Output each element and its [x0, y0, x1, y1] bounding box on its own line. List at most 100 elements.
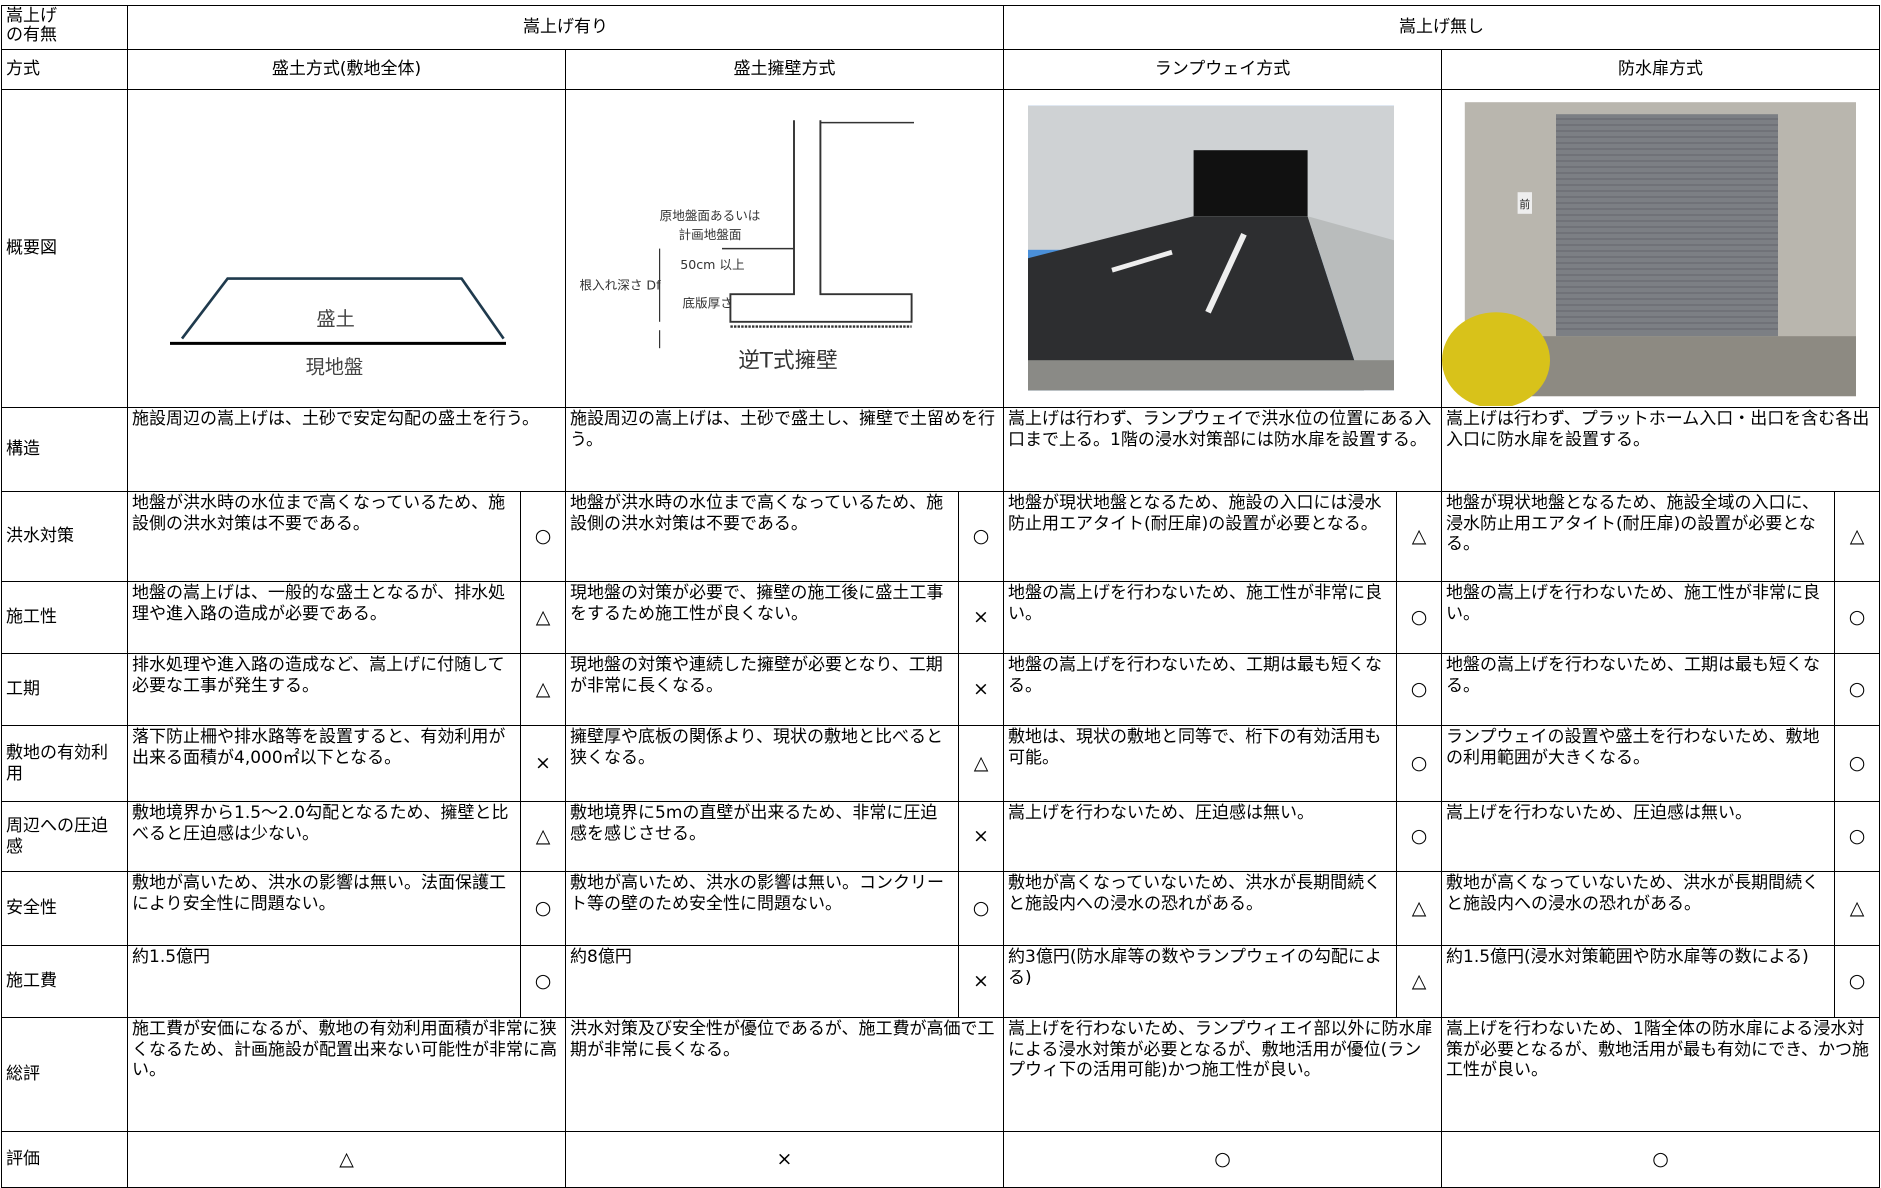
cell-text: 約8億円 [565, 945, 959, 1018]
cell-text: 敷地が高いため、洪水の影響は無い。法面保護工により安全性に問題ない。 [127, 871, 521, 946]
table-row: 方式 盛土方式(敷地全体) 盛土擁壁方式 ランプウェイ方式 防水扉方式 [1, 49, 1880, 90]
row-label: 洪水対策 [1, 491, 128, 582]
row-label: 施工性 [1, 581, 128, 654]
cell-text: 地盤の嵩上げを行わないため、施工性が非常に良い。 [1003, 581, 1397, 654]
cell-mark: ○ [958, 491, 1004, 582]
table-row: 総評 施工費が安価になるが、敷地の有効利用面積が非常に狭くなるため、計画施設が配置… [1, 1017, 1880, 1132]
overview-figure: 盛土 現地盤 [127, 89, 566, 408]
door-sign: 前 [1519, 197, 1530, 211]
cell-text: 嵩上げを行わないため、ランプウィエイ部以外に防水扉による浸水対策が必要となるが、… [1003, 1017, 1442, 1132]
row-label: 施工費 [1, 945, 128, 1018]
cell-mark: × [958, 653, 1004, 726]
row-label: 安全性 [1, 871, 128, 946]
cell-text: 約1.5億円(浸水対策範囲や防水扉等の数による) [1441, 945, 1835, 1018]
cell-text: 敷地は、現状の敷地と同等で、桁下の有効活用も可能。 [1003, 725, 1397, 802]
row-label: 評価 [1, 1131, 128, 1188]
comparison-table: 嵩上げの有無 嵩上げ有り 嵩上げ無し 方式 盛土方式(敷地全体) 盛土擁壁方式 ランプウェイ… [1, 5, 1880, 1188]
table-row: 構造 施設周辺の嵩上げは、土砂で安定勾配の盛土を行う。 施設周辺の嵩上げは、土砂で盛… [1, 407, 1880, 492]
figure-label: 逆T式擁壁 [738, 348, 838, 373]
figure-label: 根入れ深さ Df [579, 277, 661, 292]
cell-text: 排水処理や進入路の造成など、嵩上げに付随して必要な工事が発生する。 [127, 653, 521, 726]
table-row: 周辺への圧迫感 敷地境界から1.5～2.0勾配となるため、擁壁と比べると圧迫感は少… [1, 801, 1880, 872]
cell-text: 地盤の嵩上げを行わないため、工期は最も短くなる。 [1441, 653, 1835, 726]
cell-text: 現地盤の対策が必要で、擁壁の施工後に盛土工事をするため施工性が良くない。 [565, 581, 959, 654]
photo-shutter [1556, 114, 1778, 337]
method-header: 盛土方式(敷地全体) [127, 49, 566, 90]
cell-text: 地盤が洪水時の水位まで高くなっているため、施設側の洪水対策は不要である。 [127, 491, 521, 582]
photo-curb [1028, 360, 1394, 391]
cell-mark: △ [520, 581, 566, 654]
table-row: 概要図 盛土 現地盤 原地盤面あるいは 計画地盤面 50cm 以上 根入れ深さ Df 底版厚さ… [1, 89, 1880, 408]
row-label: 概要図 [1, 89, 128, 408]
cell-text: 嵩上げを行わないため、1階全体の防水扉による浸水対策が必要となるが、敷地活用が最… [1441, 1017, 1880, 1132]
photo-arrow [1205, 232, 1247, 314]
cell-text: 嵩上げは行わず、ランプウェイで洪水位の位置にある入口まで上る。1階の浸水対策部に… [1003, 407, 1442, 492]
cell-mark: ○ [520, 491, 566, 582]
table-row: 工期 排水処理や進入路の造成など、嵩上げに付随して必要な工事が発生する。 △ 現地盤の… [1, 653, 1880, 726]
cell-mark: ○ [1396, 581, 1442, 654]
row-label: 周辺への圧迫感 [1, 801, 128, 872]
figure-label: 計画地盤面 [679, 227, 742, 242]
cell-text: 敷地が高くなっていないため、洪水が長期間続くと施設内への浸水の恐れがある。 [1003, 871, 1397, 946]
row-label: 方式 [1, 49, 128, 90]
cell-mark: ○ [1834, 725, 1880, 802]
photo-bollard [1442, 312, 1550, 406]
table-row: 施工性 地盤の嵩上げは、一般的な盛土となるが、排水処理や進入路の造成が必要である。… [1, 581, 1880, 654]
cell-mark: × [520, 725, 566, 802]
cell-mark: × [958, 801, 1004, 872]
photo-road [1028, 216, 1364, 391]
cell-text: 約1.5億円 [127, 945, 521, 1018]
cell-mark: ○ [1834, 581, 1880, 654]
cell-text: 施工費が安価になるが、敷地の有効利用面積が非常に狭くなるため、計画施設が配置出来… [127, 1017, 566, 1132]
cell-text: 地盤が現状地盤となるため、施設全域の入口に、浸水防止用エアタイト(耐圧扉)の設置… [1441, 491, 1835, 582]
cell-text: 敷地境界に5mの直壁が出来るため、非常に圧迫感を感じさせる。 [565, 801, 959, 872]
method-header: 盛土擁壁方式 [565, 49, 1004, 90]
cell-mark: △ [1396, 491, 1442, 582]
cell-text: 現地盤の対策や連続した擁壁が必要となり、工期が非常に長くなる。 [565, 653, 959, 726]
wall-outline [729, 120, 913, 323]
cell-text: 地盤が現状地盤となるため、施設の入口には浸水防止用エアタイト(耐圧扉)の設置が必… [1003, 491, 1397, 582]
embankment-shape [180, 277, 505, 340]
group-header: 嵩上げ無し [1003, 5, 1880, 50]
cell-text: 地盤の嵩上げを行わないため、工期は最も短くなる。 [1003, 653, 1397, 726]
cell-mark: ○ [1834, 945, 1880, 1018]
photo-tunnel [1193, 150, 1308, 217]
figure-label: 盛土 [316, 307, 354, 330]
cell-text: 落下防止柵や排水路等を設置すると、有効利用が出来る面積が4,000㎡以下となる。 [127, 725, 521, 802]
table-wrap: 嵩上げの有無 嵩上げ有り 嵩上げ無し 方式 盛土方式(敷地全体) 盛土擁壁方式 ランプウェイ… [1, 5, 1880, 1188]
group-header: 嵩上げ有り [127, 5, 1004, 50]
row-label: 総評 [1, 1017, 128, 1132]
table-row: 安全性 敷地が高いため、洪水の影響は無い。法面保護工により安全性に問題ない。 ○ 敷地… [1, 871, 1880, 946]
table-row: 洪水対策 地盤が洪水時の水位まで高くなっているため、施設側の洪水対策は不要である。… [1, 491, 1880, 582]
figure-label: 50cm 以上 [680, 257, 744, 272]
cell-mark: ○ [1396, 653, 1442, 726]
cell-text: 嵩上げを行わないため、圧迫感は無い。 [1003, 801, 1397, 872]
cell-mark: ○ [1396, 801, 1442, 872]
cell-text: 擁壁厚や底板の関係より、現状の敷地と比べると狭くなる。 [565, 725, 959, 802]
photo-arrow [1111, 249, 1173, 273]
rating-mark: ○ [1441, 1131, 1880, 1188]
cell-mark: ○ [520, 871, 566, 946]
method-header: ランプウェイ方式 [1003, 49, 1442, 90]
table-row: 評価 △ × ○ ○ [1, 1131, 1880, 1188]
cell-text: ランプウェイの設置や盛土を行わないため、敷地の利用範囲が大きくなる。 [1441, 725, 1835, 802]
table-row: 施工費 約1.5億円 ○ 約8億円 × 約3億円(防水扉等の数やランプウェイの勾配による)… [1, 945, 1880, 1018]
overview-figure [1003, 89, 1442, 408]
cell-mark: ○ [1396, 725, 1442, 802]
overview-figure: 前 [1441, 89, 1880, 408]
rating-mark: ○ [1003, 1131, 1442, 1188]
cell-text: 施設周辺の嵩上げは、土砂で安定勾配の盛土を行う。 [127, 407, 566, 492]
table-row: 敷地の有効利用 落下防止柵や排水路等を設置すると、有効利用が出来る面積が4,000… [1, 725, 1880, 802]
cell-mark: △ [1834, 491, 1880, 582]
figure: 前 [1442, 102, 1856, 406]
cell-mark: △ [520, 653, 566, 726]
cell-text: 地盤の嵩上げは、一般的な盛土となるが、排水処理や進入路の造成が必要である。 [127, 581, 521, 654]
cell-text: 施設周辺の嵩上げは、土砂で盛土し、擁壁で土留めを行う。 [565, 407, 1004, 492]
cell-mark: △ [1834, 871, 1880, 946]
figure-label: 底版厚さ [682, 295, 732, 310]
cell-mark: × [958, 581, 1004, 654]
row-label: 工期 [1, 653, 128, 726]
cell-text: 洪水対策及び安全性が優位であるが、施工費が高価で工期が非常に長くなる。 [565, 1017, 1004, 1132]
